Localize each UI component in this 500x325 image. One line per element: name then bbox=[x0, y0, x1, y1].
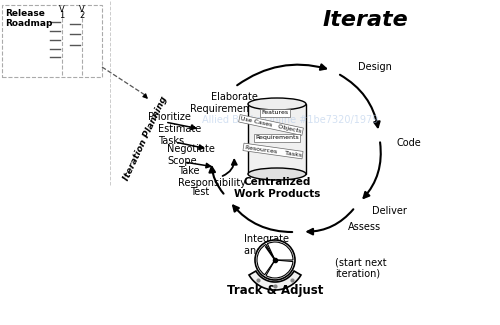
Text: Use Cases   Objects: Use Cases Objects bbox=[240, 116, 302, 134]
Text: Test: Test bbox=[190, 188, 210, 198]
Text: Code: Code bbox=[397, 138, 421, 149]
Text: Centralized
Work Products: Centralized Work Products bbox=[234, 177, 320, 199]
Text: (start next
iteration): (start next iteration) bbox=[335, 257, 386, 279]
Ellipse shape bbox=[248, 168, 306, 180]
Text: Features: Features bbox=[262, 111, 288, 115]
Text: Iterate: Iterate bbox=[322, 10, 408, 30]
Text: Integrate
and Build: Integrate and Build bbox=[244, 234, 290, 256]
Ellipse shape bbox=[248, 98, 306, 110]
Text: Assess: Assess bbox=[348, 222, 382, 232]
Text: Estimate
Tasks: Estimate Tasks bbox=[158, 124, 201, 146]
Text: Prioritize: Prioritize bbox=[148, 112, 191, 122]
Text: V: V bbox=[79, 5, 85, 14]
Text: Design: Design bbox=[358, 62, 392, 72]
Text: Resources    Tasks: Resources Tasks bbox=[244, 145, 302, 157]
Text: Negotiate
Scope: Negotiate Scope bbox=[167, 144, 215, 166]
Text: Allied Books Online #1be7320/1979: Allied Books Online #1be7320/1979 bbox=[202, 115, 378, 125]
Polygon shape bbox=[249, 271, 301, 290]
Text: V: V bbox=[59, 5, 65, 14]
Text: Release
Roadmap: Release Roadmap bbox=[5, 9, 52, 28]
Bar bbox=[248, 104, 306, 174]
Text: Deliver: Deliver bbox=[372, 206, 406, 216]
Text: 1: 1 bbox=[60, 11, 64, 20]
Text: Elaborate
Requirements: Elaborate Requirements bbox=[190, 92, 258, 113]
Text: Track & Adjust: Track & Adjust bbox=[227, 284, 323, 297]
Bar bbox=[2, 5, 102, 77]
Text: 2: 2 bbox=[80, 11, 84, 20]
Text: Requirements: Requirements bbox=[255, 136, 299, 140]
Circle shape bbox=[255, 240, 295, 280]
Text: Iteration Planning: Iteration Planning bbox=[122, 95, 169, 182]
Text: Take
Responsibility: Take Responsibility bbox=[178, 166, 246, 188]
